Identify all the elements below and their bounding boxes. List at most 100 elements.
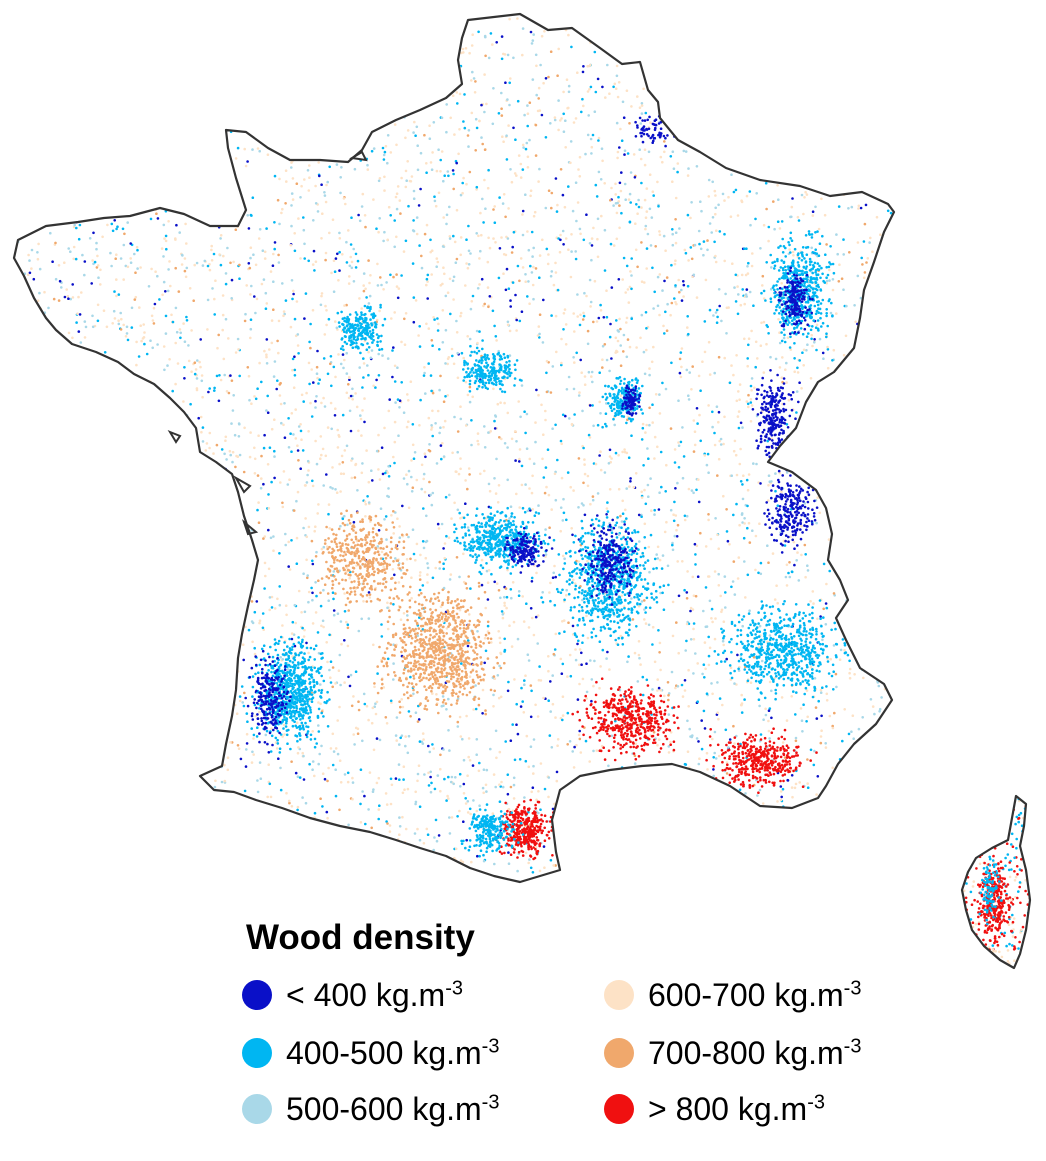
density-dot-lt400 <box>211 796 214 800</box>
density-dot-r500 <box>398 406 401 409</box>
density-dot-r500 <box>714 75 718 79</box>
density-dot-r600 <box>281 624 284 627</box>
density-dot-r600 <box>803 41 806 44</box>
density-dot-r600 <box>376 82 380 85</box>
density-dot-r600 <box>176 193 179 197</box>
density-dot-r500 <box>547 776 551 779</box>
density-dot-r400 <box>377 817 381 821</box>
density-dot-r700 <box>220 705 223 708</box>
density-dot-r600 <box>341 253 344 256</box>
density-dot-lt400 <box>871 287 874 290</box>
density-dot-r500 <box>626 660 629 664</box>
density-dot-r500 <box>293 603 297 607</box>
density-dot-r600 <box>681 77 684 81</box>
density-dot-r500 <box>120 614 123 618</box>
density-dot-r400 <box>605 864 609 867</box>
density-dot-r500 <box>315 462 319 466</box>
density-dot-r500 <box>787 880 791 884</box>
density-dot-r500 <box>379 507 383 511</box>
density-dot-r500 <box>75 495 79 498</box>
density-dot-r600 <box>536 715 540 718</box>
density-dot-r600 <box>338 121 342 124</box>
density-dot-r600 <box>67 145 70 148</box>
density-dot-lt400 <box>512 126 515 130</box>
density-dot-r400 <box>201 615 205 618</box>
density-dot-r600 <box>491 812 495 815</box>
density-dot-r600 <box>409 104 413 107</box>
density-dot-r400 <box>429 238 432 242</box>
density-dot-r500 <box>569 140 573 143</box>
density-dot-r400 <box>412 457 416 461</box>
density-dot-r500 <box>156 343 159 346</box>
density-dot-r600 <box>143 443 146 446</box>
density-dot-r500 <box>163 368 166 372</box>
density-dot-lt400 <box>135 619 138 623</box>
density-dot-r600 <box>30 470 34 474</box>
density-dot-r500 <box>447 729 450 732</box>
density-dot-r500 <box>34 504 38 507</box>
density-dot-r500 <box>97 669 100 673</box>
density-dot-r600 <box>692 637 696 641</box>
density-dot-r600 <box>136 462 140 465</box>
density-dot-r600 <box>552 283 556 287</box>
density-dot-r700 <box>549 50 553 53</box>
density-dot-r500 <box>534 53 538 57</box>
density-dot-r500 <box>380 883 384 887</box>
density-dot-r500 <box>314 406 317 409</box>
density-dot-r600 <box>787 398 791 402</box>
density-dot-r700 <box>586 329 590 333</box>
density-dot-r600 <box>746 106 749 110</box>
density-dot-r500 <box>810 246 813 250</box>
density-dot-r600 <box>77 404 81 407</box>
density-dot-r600 <box>241 643 245 646</box>
density-dot-r400 <box>333 80 336 84</box>
density-dot-r600 <box>75 543 78 547</box>
density-dot-lt400 <box>46 150 50 154</box>
density-dot-r600 <box>532 772 535 775</box>
density-dot-r500 <box>588 278 592 282</box>
density-dot-r600 <box>857 207 860 210</box>
density-dot-r600 <box>181 526 185 529</box>
density-dot-r600 <box>621 450 624 454</box>
density-dot-lt400 <box>334 257 338 260</box>
density-dot-r400 <box>683 514 687 518</box>
density-dot-r600 <box>599 468 603 472</box>
density-dot-r500 <box>292 821 296 824</box>
density-dot-r500 <box>825 279 829 283</box>
density-dot-r500 <box>695 165 699 168</box>
density-dot-r500 <box>259 486 263 490</box>
density-dot-r700 <box>315 365 319 369</box>
density-dot-r500 <box>386 134 390 137</box>
density-dot-r700 <box>278 35 281 38</box>
density-dot-r500 <box>264 291 268 295</box>
density-dot-r600 <box>879 609 882 613</box>
density-dot-r600 <box>410 596 413 600</box>
density-dot-r500 <box>378 217 382 220</box>
density-dot-r600 <box>300 184 303 188</box>
density-dot-r400 <box>218 374 221 377</box>
density-dot-lt400 <box>424 455 427 459</box>
density-dot-lt400 <box>244 765 248 768</box>
density-dot-r600 <box>464 802 468 805</box>
density-dot-r600 <box>575 743 578 747</box>
density-dot-r600 <box>372 98 375 102</box>
density-dot-r600 <box>41 169 44 173</box>
density-dot-r600 <box>288 478 291 482</box>
density-dot-r400 <box>829 48 832 52</box>
density-dot-r400 <box>713 240 716 244</box>
density-dot-r500 <box>701 672 704 676</box>
density-dot-r500 <box>870 766 874 769</box>
density-dot-r400 <box>669 155 673 158</box>
density-dot-r400 <box>108 521 112 524</box>
density-dot-r600 <box>10 347 13 350</box>
density-dot-r600 <box>449 116 453 120</box>
density-dot-r500 <box>718 60 721 64</box>
density-dot-r700 <box>547 75 550 79</box>
density-dot-r600 <box>347 134 350 138</box>
density-dot-r600 <box>499 651 502 655</box>
density-dot-r600 <box>115 278 118 281</box>
density-dot-r500 <box>156 466 160 469</box>
density-dot-lt400 <box>71 213 75 217</box>
density-dot-r500 <box>274 867 278 870</box>
density-dot-r700 <box>399 50 403 54</box>
